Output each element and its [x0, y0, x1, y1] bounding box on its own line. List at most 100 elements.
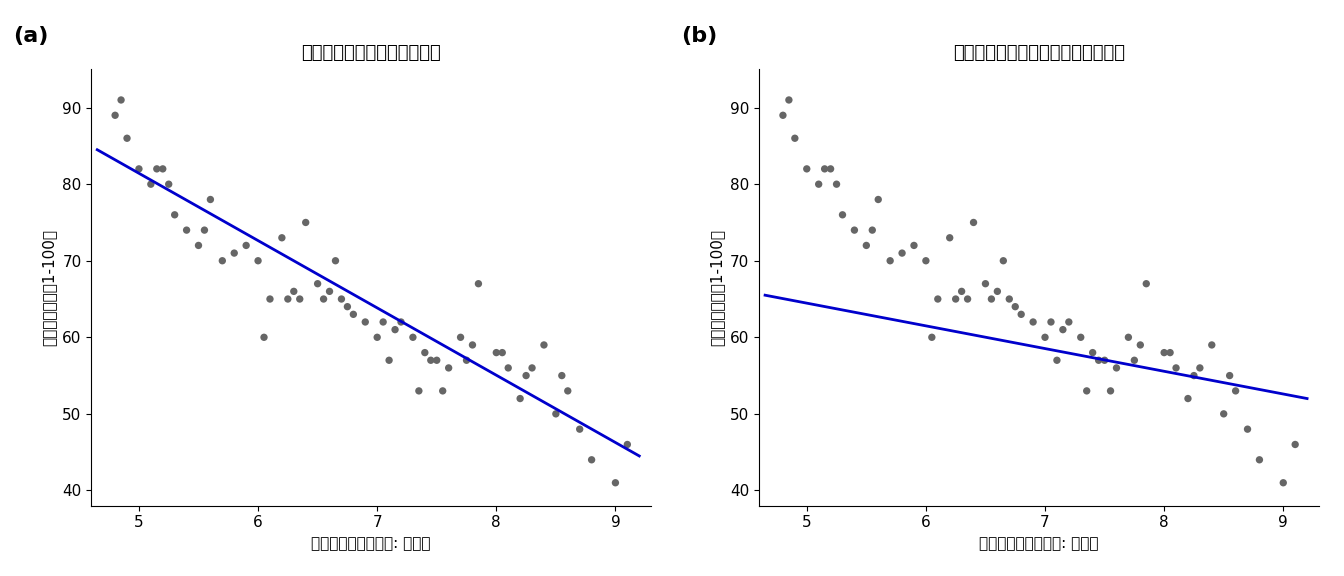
Point — [223, 248, 245, 257]
Point — [164, 210, 185, 219]
Point — [384, 325, 406, 334]
Point — [409, 386, 430, 396]
Point — [605, 478, 626, 487]
Point — [515, 371, 536, 380]
Point — [1273, 478, 1294, 487]
Point — [1094, 355, 1116, 365]
Point — [993, 256, 1015, 266]
Point — [1177, 394, 1199, 403]
Point — [325, 256, 347, 266]
Point — [497, 363, 519, 373]
Point — [556, 386, 578, 396]
Point — [796, 164, 817, 173]
Point — [509, 394, 531, 403]
Point — [159, 180, 180, 189]
Point — [974, 279, 996, 289]
Point — [862, 226, 883, 235]
Point — [939, 233, 961, 242]
Point — [986, 287, 1008, 296]
Point — [915, 256, 937, 266]
Point — [271, 233, 293, 242]
Point — [343, 310, 364, 319]
Point — [372, 317, 394, 327]
Point — [1046, 355, 1067, 365]
Point — [438, 363, 460, 373]
Point — [1052, 325, 1074, 334]
Point — [390, 317, 411, 327]
Point — [999, 294, 1020, 304]
Point — [211, 256, 233, 266]
Point — [808, 180, 829, 189]
Point — [1236, 425, 1258, 434]
Point — [1058, 317, 1079, 327]
Text: (b): (b) — [680, 26, 716, 46]
Point — [426, 355, 448, 365]
Point — [485, 348, 507, 357]
Point — [289, 294, 310, 304]
Point — [825, 180, 847, 189]
Point — [957, 294, 978, 304]
Point — [1004, 302, 1025, 311]
Point — [414, 348, 435, 357]
Point — [421, 355, 442, 365]
Point — [1189, 363, 1211, 373]
Y-axis label: 私の不機嫌さ（1-100）: 私の不機嫌さ（1-100） — [42, 229, 56, 346]
Point — [921, 333, 942, 342]
Point — [879, 256, 900, 266]
Point — [1023, 317, 1044, 327]
Point — [581, 455, 602, 464]
Point — [284, 287, 305, 296]
Point — [128, 164, 149, 173]
Point — [355, 317, 376, 327]
Point — [336, 302, 358, 311]
Point — [1035, 333, 1056, 342]
Point — [773, 111, 794, 120]
Point — [1011, 310, 1032, 319]
Point — [1249, 455, 1270, 464]
Point — [962, 218, 984, 227]
Point — [319, 287, 340, 296]
Point — [551, 371, 573, 380]
Point — [200, 195, 222, 204]
Point — [1124, 355, 1145, 365]
Point — [431, 386, 453, 396]
Point — [945, 294, 966, 304]
Point — [367, 333, 388, 342]
Point — [778, 96, 800, 105]
Point — [306, 279, 328, 289]
Point — [117, 134, 138, 143]
Point — [1099, 386, 1121, 396]
X-axis label: 私の睡眠時間（単位: 時間）: 私の睡眠時間（単位: 時間） — [312, 536, 431, 551]
Point — [844, 226, 866, 235]
Point — [891, 248, 913, 257]
Point — [1077, 386, 1098, 396]
Point — [1202, 340, 1223, 350]
Point — [1129, 340, 1150, 350]
Point — [534, 340, 555, 350]
Point — [492, 348, 513, 357]
Point — [546, 409, 567, 418]
Point — [379, 355, 401, 365]
Point — [1183, 371, 1204, 380]
Point — [450, 333, 472, 342]
Point — [1136, 279, 1157, 289]
Point — [194, 226, 215, 235]
Point — [110, 96, 132, 105]
Point — [1285, 440, 1306, 449]
Point — [188, 241, 210, 250]
Point — [814, 164, 836, 173]
Point — [456, 355, 477, 365]
X-axis label: 私の睡眠時間（単位: 時間）: 私の睡眠時間（単位: 時間） — [980, 536, 1099, 551]
Point — [462, 340, 484, 350]
Point — [235, 241, 257, 250]
Point — [981, 294, 1003, 304]
Point — [468, 279, 489, 289]
Point — [1082, 348, 1103, 357]
Point — [1224, 386, 1246, 396]
Point — [176, 226, 198, 235]
Point — [331, 294, 352, 304]
Y-axis label: 私の不機嫌さ（1-100）: 私の不機嫌さ（1-100） — [710, 229, 724, 346]
Point — [1160, 348, 1181, 357]
Point — [1087, 355, 1109, 365]
Point — [146, 164, 168, 173]
